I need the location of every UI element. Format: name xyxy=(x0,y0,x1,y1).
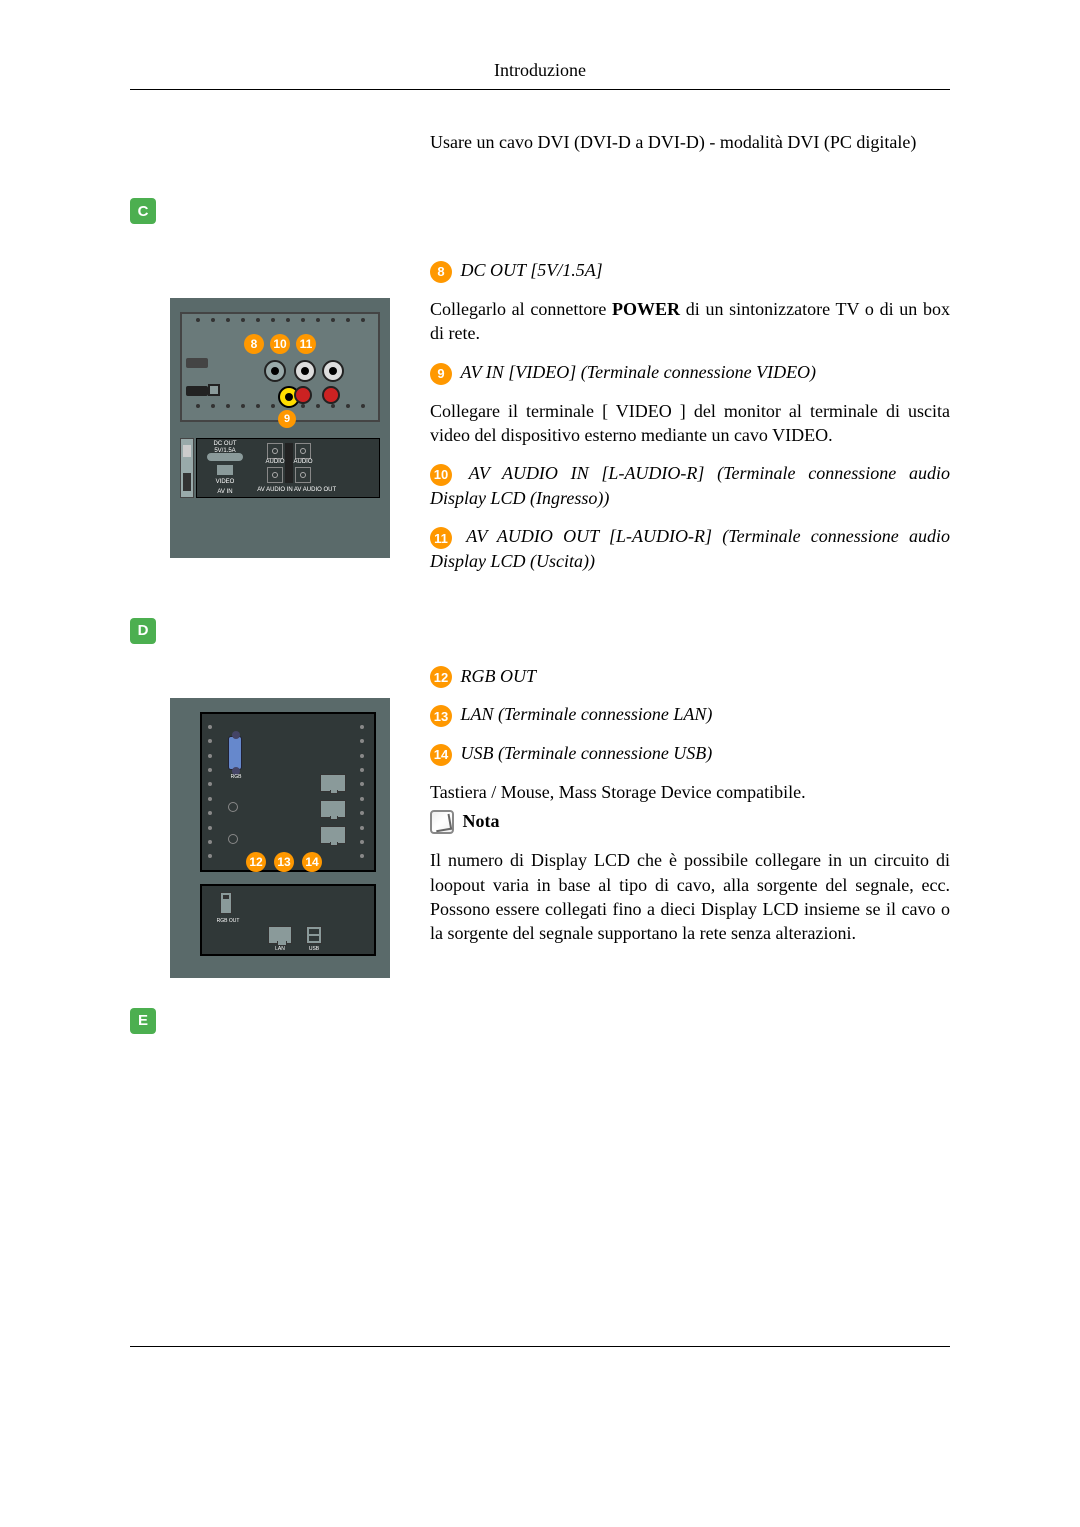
diag-label-rgb: RGB xyxy=(226,774,246,780)
num-badge-9: 9 xyxy=(430,363,452,385)
letter-badge-d: D xyxy=(130,618,156,644)
section-c: C 8 10 11 xyxy=(130,198,950,587)
diagram-c: 8 10 11 9 DC OUT 5V xyxy=(170,298,390,558)
diag-num-11: 11 xyxy=(296,334,316,354)
section-e: E xyxy=(130,1008,950,1048)
text-kb: Tastiera / Mouse, Mass Storage Device co… xyxy=(430,780,950,804)
diag-label-avaudioout: AV AUDIO OUT xyxy=(293,487,337,494)
label-rgbout: RGB OUT xyxy=(461,666,537,686)
diag-label-avin: AV IN xyxy=(205,489,245,496)
num-badge-11: 11 xyxy=(430,527,452,549)
diag-label-avaudioin: AV AUDIO IN xyxy=(255,487,295,494)
diag-label-video: VIDEO xyxy=(205,479,245,486)
letter-badge-c: C xyxy=(130,198,156,224)
diag-num-14: 14 xyxy=(302,852,322,872)
text-dcout: Collegarlo al connettore POWER di un sin… xyxy=(430,297,950,346)
num-badge-10: 10 xyxy=(430,464,452,486)
diag-num-9: 9 xyxy=(278,410,296,428)
num-badge-12: 12 xyxy=(430,666,452,688)
num-badge-14: 14 xyxy=(430,744,452,766)
diagram-d: RGB 12 13 14 RGB OUT xyxy=(170,698,390,978)
diag-label-audio2: AUDIO xyxy=(293,459,313,466)
note-icon xyxy=(430,810,454,834)
diag-label-audio: AUDIO xyxy=(265,459,285,466)
label-avaudioin: AV AUDIO IN [L-AUDIO-R] (Terminale conne… xyxy=(430,463,950,508)
page-header: Introduzione xyxy=(130,60,950,90)
text-avin: Collegare il terminale [ VIDEO ] del mon… xyxy=(430,399,950,448)
nota-label: Nota xyxy=(463,811,500,831)
footer-rule xyxy=(130,1346,950,1347)
section-d: D RGB 12 13 14 xyxy=(130,618,950,978)
diag-label-usb: USB xyxy=(302,946,326,952)
label-usb: USB (Terminale connessione USB) xyxy=(461,743,713,763)
diag-label-lan: LAN xyxy=(268,946,292,952)
letter-badge-e: E xyxy=(130,1008,156,1034)
label-dcout: DC OUT [5V/1.5A] xyxy=(461,260,603,280)
nota-text: Il numero di Display LCD che è possibile… xyxy=(430,848,950,945)
label-lan: LAN (Terminale connessione LAN) xyxy=(461,704,713,724)
diag-num-8: 8 xyxy=(244,334,264,354)
num-badge-8: 8 xyxy=(430,261,452,283)
diag-num-12: 12 xyxy=(246,852,266,872)
diag-num-10: 10 xyxy=(270,334,290,354)
label-avin: AV IN [VIDEO] (Terminale connessione VID… xyxy=(461,362,817,382)
diag-label-rgbout: RGB OUT xyxy=(210,918,246,924)
intro-text: Usare un cavo DVI (DVI-D a DVI-D) - moda… xyxy=(430,130,950,154)
label-avaudioout: AV AUDIO OUT [L-AUDIO-R] (Terminale conn… xyxy=(430,526,950,571)
diag-num-13: 13 xyxy=(274,852,294,872)
intro-row: Usare un cavo DVI (DVI-D a DVI-D) - moda… xyxy=(130,130,950,168)
num-badge-13: 13 xyxy=(430,705,452,727)
